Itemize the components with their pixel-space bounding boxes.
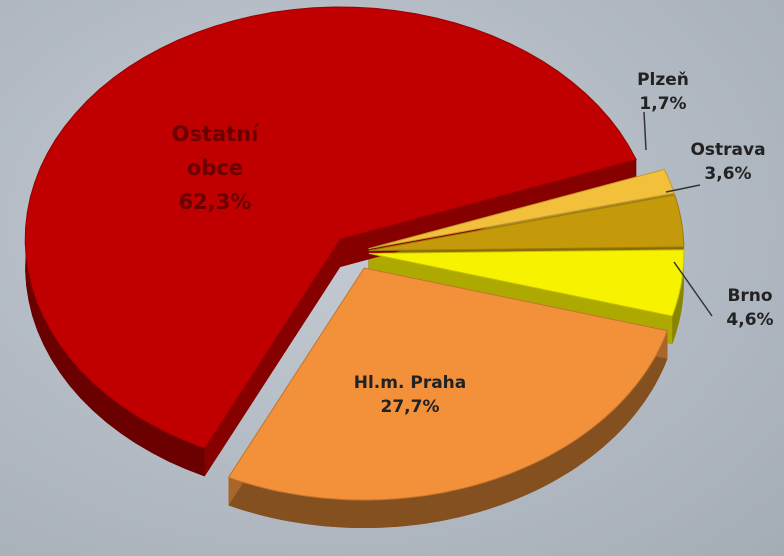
value-label: 1,7% xyxy=(639,94,687,114)
slice xyxy=(227,267,669,501)
slice-label: Ostatní obce 62,3% xyxy=(165,117,265,219)
leader-line xyxy=(643,111,647,151)
category-label: Plzeň xyxy=(637,70,689,90)
leader-line xyxy=(673,261,713,317)
leader-line xyxy=(665,184,701,193)
category-label: Hl.m. Praha xyxy=(353,373,467,393)
value-label: 62,3% xyxy=(178,190,252,214)
slice-side xyxy=(204,239,341,477)
slice xyxy=(368,194,685,252)
category-label: Ostatní obce xyxy=(171,122,259,180)
slice-label: Plzeň 1,7% xyxy=(637,68,689,116)
slice-label: Brno 4,6% xyxy=(726,284,773,332)
slice xyxy=(368,168,675,250)
value-label: 27,7% xyxy=(380,397,440,417)
category-label: Brno xyxy=(727,286,773,306)
value-label: 3,6% xyxy=(704,164,752,184)
slice-side xyxy=(672,249,684,345)
slice xyxy=(24,6,637,450)
slice-side xyxy=(228,330,668,528)
slice-label: Hl.m. Praha 27,7% xyxy=(354,371,467,419)
slice-label: Ostrava 3,6% xyxy=(690,138,765,186)
slice xyxy=(368,249,685,317)
category-label: Ostrava xyxy=(690,140,766,160)
value-label: 4,6% xyxy=(726,310,774,330)
